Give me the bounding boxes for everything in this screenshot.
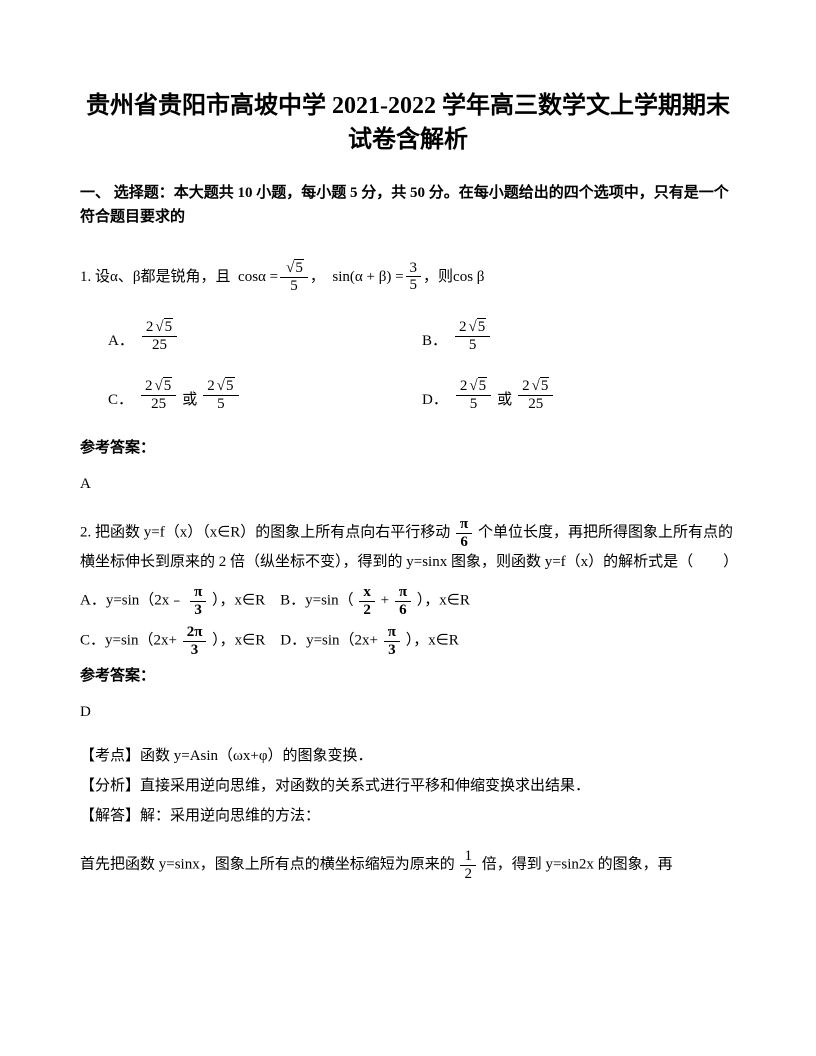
sqrt5-e: 5 [225,377,235,395]
twopi-a: 2π [183,624,207,642]
sin-ab-eq: sin(α + β) = [332,265,403,289]
beta: β [133,265,141,289]
num2-c: 2 [145,378,153,394]
q1-text-c: ，则 [423,265,453,289]
frac-2sqrt5-5-d: 25 5 [456,377,491,412]
plus: + [381,593,389,609]
opt-c-label: C． [108,388,133,412]
q2-C2: ），x∈R [212,633,265,649]
q1-opt-d: D． 25 5 或 25 25 [422,377,736,412]
frac-pi-3-d: π 3 [384,624,400,658]
exp-1: 【考点】函数 y=Asin（ωx+φ）的图象变换． [80,744,736,768]
frac-pi-6: π 6 [456,516,472,550]
q1-text-a: 1. 设 [80,265,110,289]
three-a: 3 [190,602,206,619]
num3: 3 [406,260,422,278]
q1-dot: 、 [118,265,133,289]
frac-2sqrt5-25-a: 25 25 [142,318,177,353]
sqrt5-d: 5 [163,377,173,395]
exp-4: 首先把函数 y=sinx，图象上所有点的横坐标缩短为原来的 1 2 倍，得到 y… [80,848,736,882]
opt-a-label: A． [108,329,134,353]
q2-B2: ），x∈R [417,593,470,609]
den25-c: 25 [518,396,553,413]
q2-text-a: 2. 把函数 y=f（x）（x∈R）的图象上所有点向右平行移动 [80,525,450,541]
exp-3: 【解答】解：采用逆向思维的方法： [80,804,736,828]
x-a: x [359,584,375,602]
q2-A2: ），x∈R [212,593,265,609]
den5-e: 5 [456,396,491,413]
pi-a: π [456,516,472,534]
exp-2: 【分析】直接采用逆向思维，对函数的关系式进行平移和伸缩变换求出结果． [80,774,736,798]
pi-c: π [395,584,411,602]
den5-a: 5 [280,278,308,295]
q2-stem: 2. 把函数 y=f（x）（x∈R）的图象上所有点向右平行移动 π 6 个单位长… [80,516,736,574]
half-num: 1 [460,848,476,866]
cos-beta: cos β [453,265,484,289]
frac-2sqrt5-5-b: 25 5 [455,318,490,353]
pi-b: π [190,584,206,602]
answer-label-1: 参考答案： [80,436,736,460]
cos-alpha-eq: cosα = [238,265,278,289]
q2-D: D．y=sin（2x+ [280,633,378,649]
or-d: 或 [497,388,512,412]
frac-pi-3-a: π 3 [190,584,206,618]
exp4b: 倍，得到 y=sin2x 的图象，再 [482,857,673,873]
frac-2sqrt5-5-c: 25 5 [203,377,238,412]
den5-b: 5 [406,277,422,294]
three-b: 3 [183,642,207,659]
sqrt5-b: 5 [164,318,174,336]
sqrt5-c: 5 [477,318,487,336]
den5-d: 5 [203,396,238,413]
section-header: 一、 选择题：本大题共 10 小题，每小题 5 分，共 50 分。在每小题给出的… [80,181,736,229]
q1-opt-c: C． 25 25 或 25 5 [80,377,422,412]
q2-C: C．y=sin（2x+ [80,633,177,649]
den25-b: 25 [141,396,176,413]
frac-2sqrt5-25-d: 25 25 [518,377,553,412]
q1-opt-a: A． 25 25 [80,318,422,353]
q2-A: A．y=sin（2x﹣ [80,593,184,609]
sqrt5-f: 5 [478,377,488,395]
num2-f: 2 [522,378,530,394]
sqrt5-a: 5 [294,259,304,277]
q1-opt-b: B． 25 5 [422,318,736,353]
q1-options-row2: C． 25 25 或 25 5 D． 25 5 或 25 25 [80,377,736,412]
frac-2pi-3: 2π 3 [183,624,207,658]
num2-e: 2 [460,378,468,394]
q1-options-row1: A． 25 25 B． 25 5 [80,318,736,353]
exp4a: 首先把函数 y=sinx，图象上所有点的横坐标缩短为原来的 [80,857,455,873]
or-c: 或 [182,388,197,412]
sqrt5-g: 5 [540,377,550,395]
q2-D2: ），x∈R [406,633,459,649]
q1-text-b: 都是锐角，且 [141,265,231,289]
comma1: ， [310,265,325,289]
q2-opts-line2: C．y=sin（2x+ 2π 3 ），x∈R D．y=sin（2x+ π 3 ）… [80,624,736,658]
q1-answer: A [80,472,736,496]
den25-a: 25 [142,337,177,354]
answer-label-2: 参考答案： [80,664,736,688]
six-a: 6 [456,534,472,551]
num2-a: 2 [146,319,154,335]
frac-3-5: 3 5 [406,260,422,294]
opt-b-label: B． [422,329,447,353]
pi-d: π [384,624,400,642]
q2-answer: D [80,700,736,724]
half-den: 2 [460,866,476,883]
num2-d: 2 [207,378,215,394]
frac-1-2: 1 2 [460,848,476,882]
two-a: 2 [359,602,375,619]
opt-d-label: D． [422,388,448,412]
frac-x-2: x 2 [359,584,375,618]
three-c: 3 [384,642,400,659]
frac-sqrt5-5: 5 5 [280,259,308,294]
num2-b: 2 [459,319,467,335]
q1-stem: 1. 设 α 、 β 都是锐角，且 cosα = 5 5 ， sin(α + β… [80,259,736,294]
den5-c: 5 [455,337,490,354]
six-b: 6 [395,602,411,619]
page-title: 贵州省贵阳市高坡中学 2021-2022 学年高三数学文上学期期末试卷含解析 [80,90,736,157]
frac-2sqrt5-25-c: 25 25 [141,377,176,412]
frac-pi-6-b: π 6 [395,584,411,618]
q2-B: B．y=sin（ [280,593,353,609]
alpha: α [110,265,118,289]
q2-opts-line1: A．y=sin（2x﹣ π 3 ），x∈R B．y=sin（ x 2 + π 6… [80,584,736,618]
